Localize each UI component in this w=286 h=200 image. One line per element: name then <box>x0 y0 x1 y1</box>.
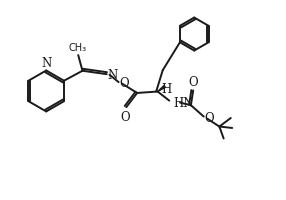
Text: O: O <box>120 77 129 90</box>
Text: O: O <box>120 110 130 123</box>
Text: N: N <box>41 57 51 70</box>
Text: N: N <box>107 68 118 81</box>
Text: HN: HN <box>173 96 194 109</box>
Text: O: O <box>188 75 198 88</box>
Polygon shape <box>158 86 165 92</box>
Text: O: O <box>205 112 214 125</box>
Text: H: H <box>161 83 171 96</box>
Text: CH₃: CH₃ <box>68 43 86 53</box>
